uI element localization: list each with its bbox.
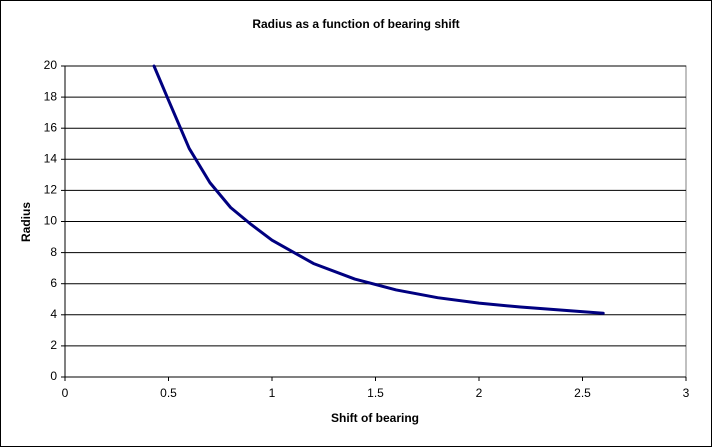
x-tick-label: 1 [269, 386, 276, 400]
x-tick-label: 0.5 [160, 386, 177, 400]
y-tick-label: 2 [50, 338, 57, 352]
x-axis-label: Shift of bearing [331, 411, 419, 425]
y-tick-label: 12 [44, 183, 58, 197]
x-tick-label: 2.5 [574, 386, 591, 400]
y-tick-label: 10 [44, 214, 58, 228]
y-tick-label: 20 [44, 58, 58, 72]
x-tick-label: 1.5 [367, 386, 384, 400]
y-tick-label: 4 [50, 307, 57, 321]
chart-title: Radius as a function of bearing shift [252, 17, 459, 31]
y-tick-label: 6 [50, 276, 57, 290]
x-tick-label: 3 [683, 386, 690, 400]
y-tick-label: 14 [44, 151, 58, 165]
y-axis-label: Radius [19, 202, 33, 242]
x-tick-label: 2 [476, 386, 483, 400]
y-tick-label: 0 [50, 369, 57, 383]
y-tick-label: 18 [44, 89, 58, 103]
x-tick-label: 0 [62, 386, 69, 400]
series-line [152, 64, 605, 315]
y-tick-label: 8 [50, 245, 57, 259]
y-tick-label: 16 [44, 120, 58, 134]
